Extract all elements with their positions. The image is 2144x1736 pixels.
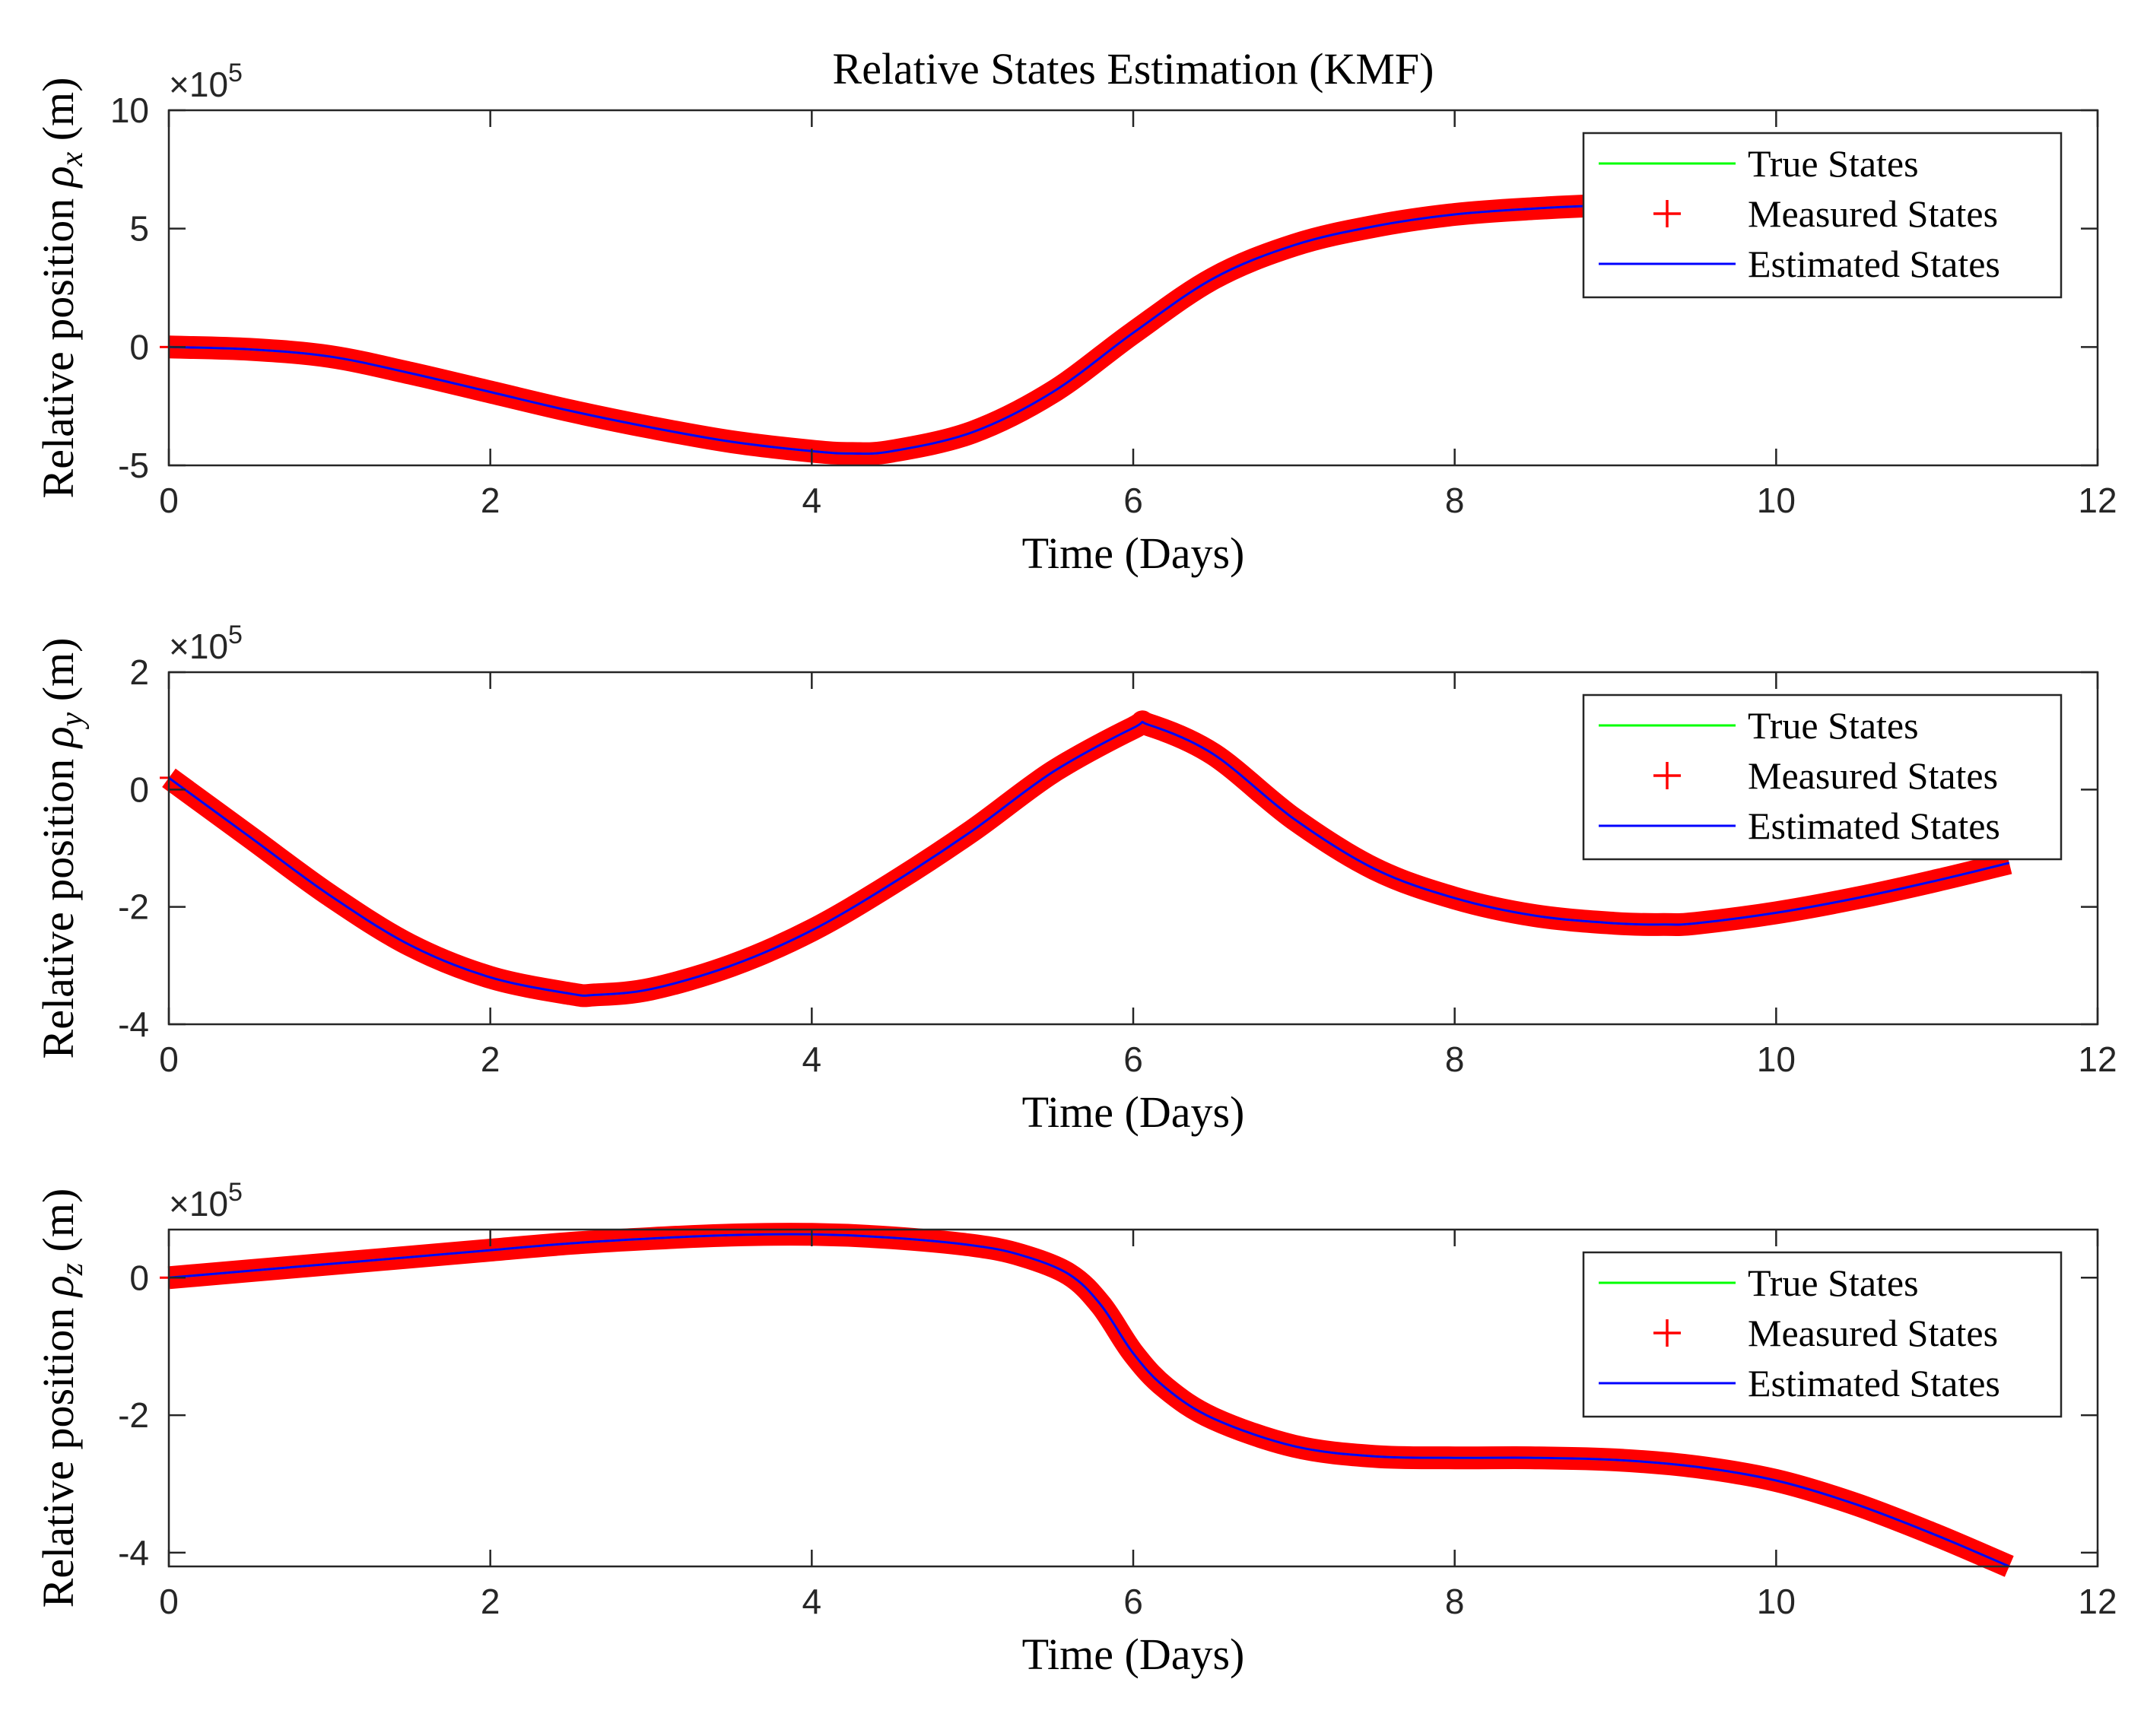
x-tick-label: 4 (802, 1582, 822, 1621)
legend-label: Measured States (1748, 1312, 1998, 1354)
x-tick-label: 10 (1757, 1039, 1796, 1079)
y-tick-label: 0 (129, 327, 149, 367)
legend-label: Estimated States (1748, 805, 2000, 847)
x-axis-label: Time (Days) (1022, 1630, 1245, 1679)
y-axis-label: Relative position ρy (m) (33, 638, 90, 1059)
legend-box (1582, 693, 2063, 861)
legend-label: Measured States (1748, 192, 1998, 235)
legend-box (1582, 132, 2063, 299)
x-tick-label: 2 (481, 481, 500, 520)
x-tick-label: 4 (802, 481, 822, 520)
legend-label: Estimated States (1748, 1362, 2000, 1404)
figure-title: Relative States Estimation (KMF) (833, 44, 1434, 94)
x-tick-label: 0 (159, 1582, 179, 1621)
y-tick-label: -4 (118, 1004, 149, 1044)
legend-box (1582, 1251, 2063, 1418)
y-tick-label: 0 (129, 1258, 149, 1297)
legend-label: True States (1748, 142, 1919, 185)
x-tick-label: 8 (1445, 1039, 1465, 1079)
legend-label: Estimated States (1748, 243, 2000, 285)
y-tick-label: -5 (118, 446, 149, 485)
x-tick-label: 12 (2078, 481, 2117, 520)
x-tick-label: 8 (1445, 481, 1465, 520)
y-axis-label: Relative position ρz (m) (33, 1189, 90, 1608)
x-tick-label: 8 (1445, 1582, 1465, 1621)
x-tick-label: 4 (802, 1039, 822, 1079)
legend-label: True States (1748, 704, 1919, 747)
y-exponent-label: ×105 (169, 1178, 243, 1223)
chart-panel-3: 0 2 4 6 8 10 12 -4 -2 0 ×105 Time (Days) Relative po… (33, 1178, 2117, 1679)
x-tick-label: 10 (1757, 1582, 1796, 1621)
y-exponent-label: ×105 (169, 620, 243, 666)
x-tick-label: 10 (1757, 481, 1796, 520)
y-tick-label: 0 (129, 770, 149, 809)
x-tick-label: 0 (159, 481, 179, 520)
x-tick-label: 12 (2078, 1039, 2117, 1079)
y-exponent-label: ×105 (169, 59, 243, 104)
y-tick-label: 2 (129, 652, 149, 692)
x-tick-label: 0 (159, 1039, 179, 1079)
estimated-states-series (168, 1233, 2010, 1568)
y-tick-label: 5 (129, 209, 149, 249)
x-tick-label: 2 (481, 1582, 500, 1621)
x-tick-label: 12 (2078, 1582, 2117, 1621)
y-tick-label: -2 (118, 1395, 149, 1435)
legend-label: Measured States (1748, 754, 1998, 797)
chart-panel-2: 0 2 4 6 8 10 12 -4 -2 0 2 ×105 Time (Days) Relative p… (33, 620, 2117, 1137)
x-tick-label: 6 (1123, 1582, 1143, 1621)
x-axis-label: Time (Days) (1022, 1087, 1245, 1137)
legend: True States Measured States Estimated Stat… (1582, 1251, 2063, 1418)
x-tick-label: 6 (1123, 481, 1143, 520)
chart-panel-1: 0 2 4 6 8 10 12 -5 0 5 10 ×105 Time (Days) Relative p… (33, 59, 2117, 578)
x-tick-label: 2 (481, 1039, 500, 1079)
y-tick-label: -4 (118, 1533, 149, 1573)
legend-label: True States (1748, 1262, 1919, 1304)
x-axis-label: Time (Days) (1022, 528, 1245, 578)
y-tick-label: -2 (118, 887, 149, 927)
y-axis-label: Relative position ρx (m) (33, 78, 90, 499)
legend: True States Measured States Estimated Stat… (1582, 693, 2063, 861)
legend: True States Measured States Estimated Stat… (1582, 132, 2063, 299)
x-tick-label: 6 (1123, 1039, 1143, 1079)
y-tick-label: 10 (110, 90, 149, 130)
estimated-states-series (168, 720, 2010, 997)
